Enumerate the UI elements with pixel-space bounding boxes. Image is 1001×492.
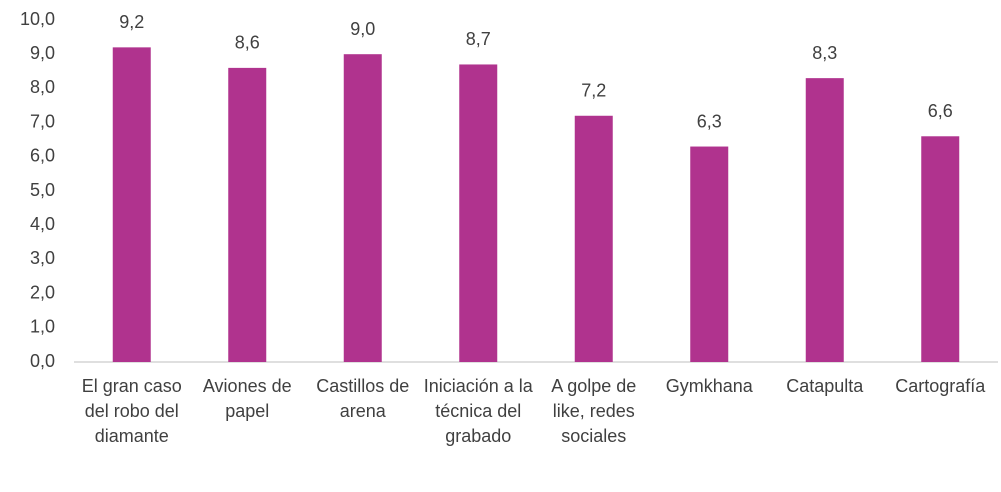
x-tick-label: A golpe de like, redes sociales <box>551 376 637 446</box>
y-tick-label: 3,0 <box>30 248 55 268</box>
data-label: 6,6 <box>928 101 953 121</box>
bar <box>574 115 613 362</box>
x-tick-label: Castillos de arena <box>316 376 410 421</box>
data-label: 9,2 <box>119 12 144 32</box>
bar <box>112 47 151 363</box>
y-tick-label: 6,0 <box>30 146 55 166</box>
data-label: 7,2 <box>581 81 606 101</box>
y-tick-label: 8,0 <box>30 77 55 97</box>
y-tick-label: 0,0 <box>30 351 55 371</box>
bar <box>343 54 382 362</box>
data-label: 8,7 <box>466 29 491 49</box>
y-tick-label: 7,0 <box>30 111 55 131</box>
x-tick-label: Aviones de papel <box>202 376 292 421</box>
data-label: 8,6 <box>235 33 260 53</box>
x-tick-label: Iniciación a la técnica del grabado <box>423 376 533 446</box>
y-tick-label: 2,0 <box>30 282 55 302</box>
y-tick-label: 1,0 <box>30 317 55 337</box>
bar <box>228 67 267 362</box>
x-tick-label: Cartografía <box>895 376 986 396</box>
x-tick-label: El gran caso del robo del diamante <box>81 376 182 446</box>
y-tick-label: 9,0 <box>30 43 55 63</box>
x-tick-label: Gymkhana <box>665 376 753 396</box>
bar <box>921 136 960 362</box>
y-tick-label: 10,0 <box>20 9 55 29</box>
x-tick-label: Catapulta <box>786 376 864 396</box>
y-tick-label: 5,0 <box>30 180 55 200</box>
bar <box>459 64 498 363</box>
data-label: 9,0 <box>350 19 375 39</box>
data-label: 8,3 <box>812 43 837 63</box>
bar <box>690 146 729 362</box>
data-label: 6,3 <box>697 111 722 131</box>
y-tick-label: 4,0 <box>30 214 55 234</box>
bar <box>805 78 844 362</box>
